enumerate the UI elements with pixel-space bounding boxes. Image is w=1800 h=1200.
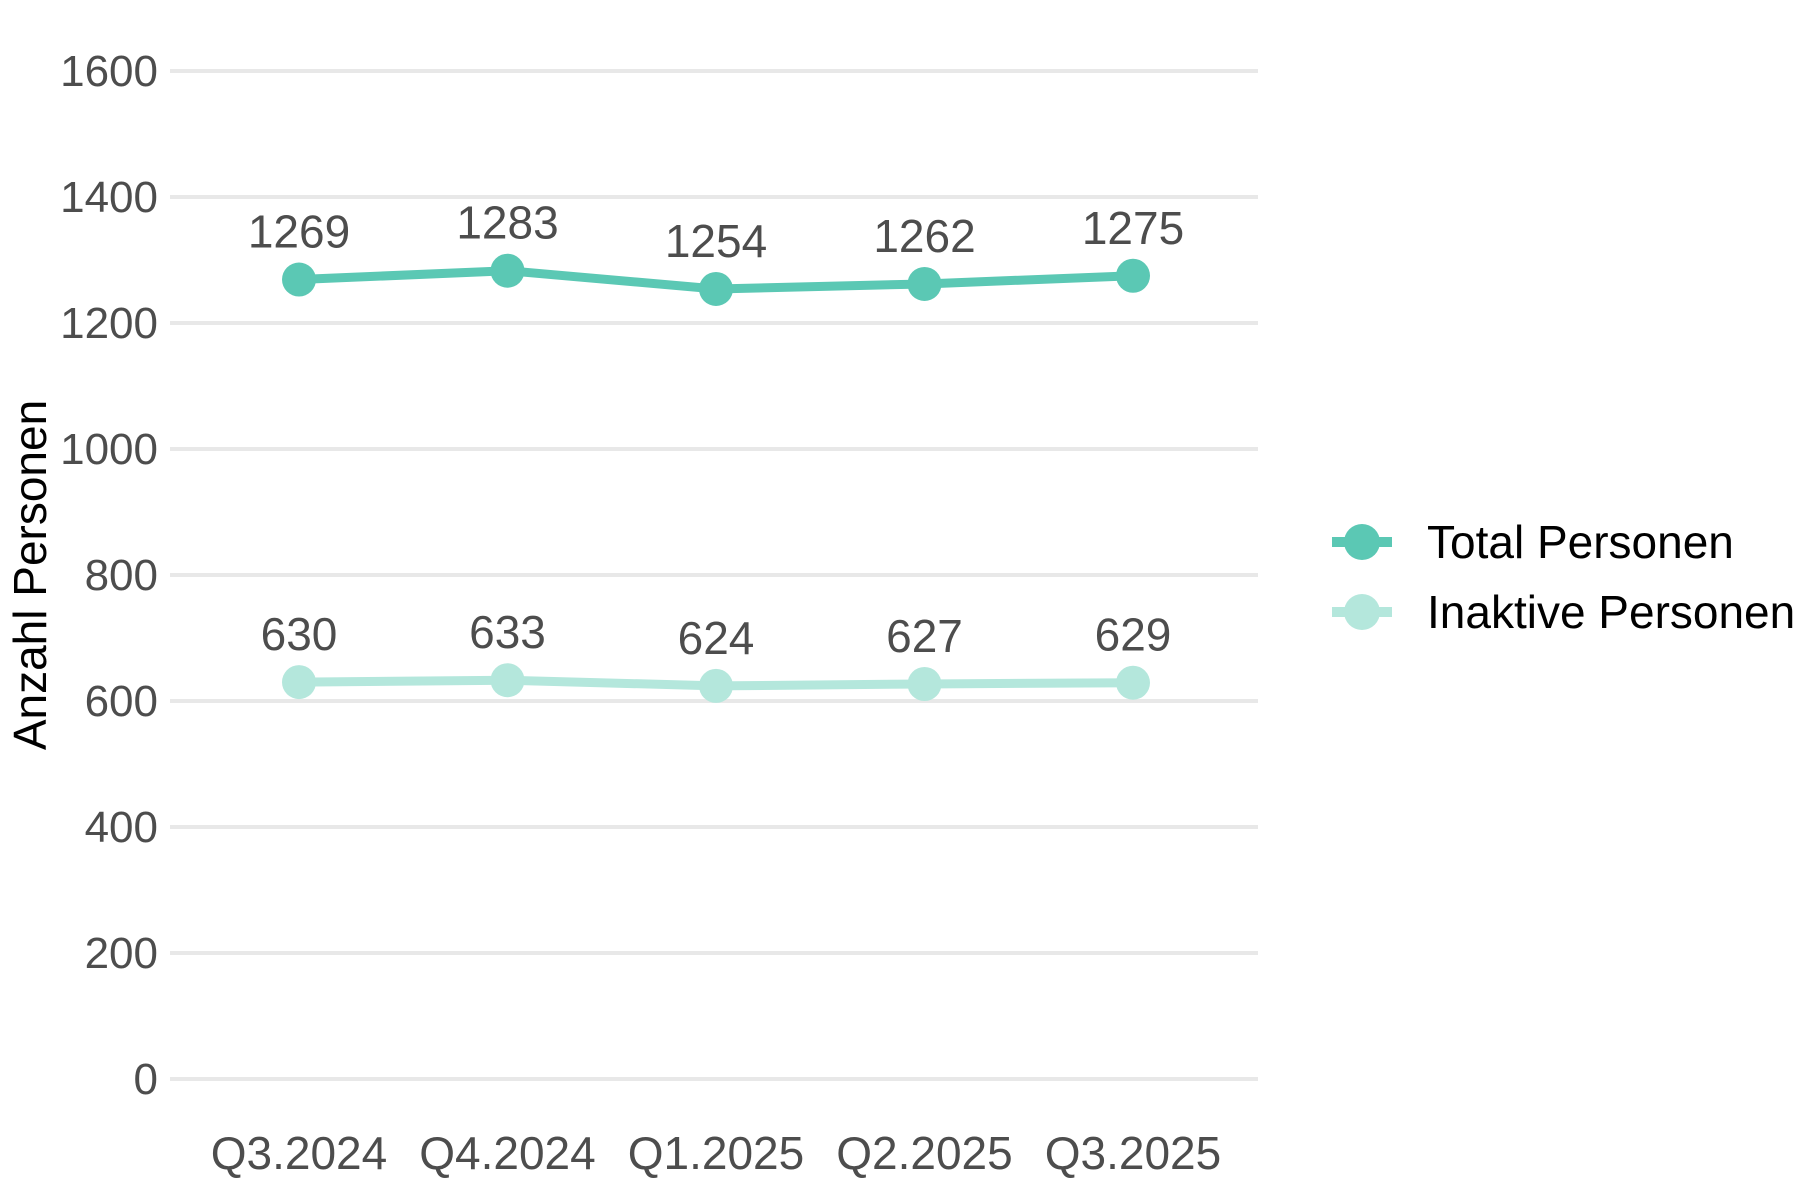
data-point-marker bbox=[1116, 258, 1150, 293]
data-point-label: 633 bbox=[469, 606, 546, 658]
data-point-label: 1254 bbox=[665, 215, 767, 267]
data-point-marker bbox=[699, 271, 733, 306]
y-axis-title: Anzahl Personen bbox=[4, 400, 56, 750]
legend-marker-dot bbox=[1344, 594, 1380, 630]
y-tick-label: 800 bbox=[85, 551, 158, 600]
data-point-label: 627 bbox=[886, 610, 963, 662]
legend-label: Inaktive Personen bbox=[1427, 586, 1795, 638]
data-point-label: 629 bbox=[1095, 609, 1172, 661]
data-point-marker bbox=[490, 253, 525, 288]
y-tick-label: 0 bbox=[134, 1055, 158, 1104]
x-tick-label: Q4.2024 bbox=[419, 1127, 595, 1179]
data-point-label: 624 bbox=[678, 612, 755, 664]
x-tick-label: Q2.2025 bbox=[836, 1127, 1012, 1179]
legend-marker-dot bbox=[1344, 524, 1380, 560]
data-point-label: 1269 bbox=[248, 206, 350, 258]
y-tick-label: 600 bbox=[85, 677, 158, 726]
data-point-label: 630 bbox=[261, 608, 338, 660]
data-point-marker bbox=[699, 668, 733, 703]
y-tick-label: 400 bbox=[85, 803, 158, 852]
x-tick-label: Q3.2024 bbox=[211, 1127, 387, 1179]
data-point-marker bbox=[490, 663, 525, 698]
data-point-marker bbox=[1116, 665, 1150, 700]
data-point-label: 1283 bbox=[456, 197, 558, 249]
data-point-label: 1275 bbox=[1082, 202, 1184, 254]
y-tick-label: 200 bbox=[85, 929, 158, 978]
data-point-marker bbox=[907, 666, 942, 701]
data-point-marker bbox=[907, 266, 942, 301]
y-tick-label: 1000 bbox=[60, 425, 158, 474]
y-tick-label: 1200 bbox=[60, 299, 158, 348]
data-point-label: 1262 bbox=[873, 210, 975, 262]
data-point-marker bbox=[282, 262, 316, 297]
y-tick-label: 1600 bbox=[60, 47, 158, 96]
data-point-marker bbox=[282, 665, 316, 700]
legend-label: Total Personen bbox=[1427, 516, 1734, 568]
x-tick-label: Q1.2025 bbox=[628, 1127, 804, 1179]
legend-item[interactable]: Total Personen bbox=[1332, 516, 1734, 568]
legend-item[interactable]: Inaktive Personen bbox=[1332, 586, 1795, 638]
x-tick-label: Q3.2025 bbox=[1045, 1127, 1221, 1179]
y-tick-label: 1400 bbox=[60, 173, 158, 222]
